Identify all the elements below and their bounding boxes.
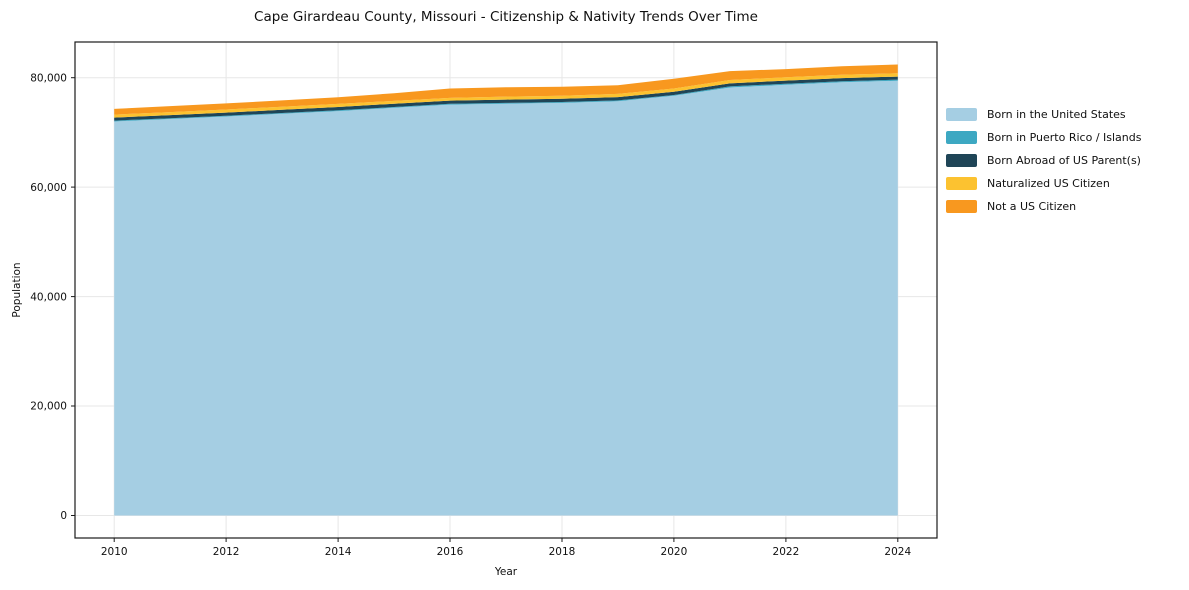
y-tick-label: 60,000 [30,182,67,194]
legend-item-naturalized: Naturalized US Citizen [946,176,1141,190]
legend-label: Born Abroad of US Parent(s) [987,153,1141,167]
legend-item-born-in-us: Born in the United States [946,107,1141,121]
legend-item-born-puerto-rico-islands: Born in Puerto Rico / Islands [946,130,1141,144]
x-tick-label: 2016 [437,546,464,558]
y-tick-label: 80,000 [30,72,67,84]
legend-label: Naturalized US Citizen [987,176,1110,190]
chart-title: Cape Girardeau County, Missouri - Citize… [254,9,758,25]
legend-swatch-naturalized [946,176,977,190]
legend-label: Born in Puerto Rico / Islands [987,130,1142,144]
legend-swatch-born-abroad [946,153,977,167]
y-tick-label: 20,000 [30,401,67,413]
x-tick-label: 2012 [213,546,240,558]
area-series-4 [114,64,898,115]
area-series-1 [114,79,898,122]
x-tick-label: 2010 [101,546,128,558]
legend: Born in the United States Born in Puerto… [946,107,1141,213]
y-tick-label: 40,000 [30,291,67,303]
x-tick-label: 2014 [325,546,352,558]
x-axis-title: Year [494,566,518,578]
x-tick-label: 2018 [549,546,576,558]
legend-item-born-abroad: Born Abroad of US Parent(s) [946,153,1141,167]
area-series-0 [114,80,898,516]
legend-item-not-citizen: Not a US Citizen [946,199,1141,213]
legend-swatch-not-citizen [946,199,977,213]
y-tick-label: 0 [60,510,67,522]
legend-swatch-born-puerto-rico-islands [946,130,977,144]
area-series-3 [114,73,898,118]
plot-border [74,41,938,539]
x-tick-label: 2020 [661,546,688,558]
area-series-2 [114,76,898,121]
y-axis-title: Population [11,262,23,318]
x-tick-label: 2024 [884,546,911,558]
legend-label: Not a US Citizen [987,199,1077,213]
legend-swatch-born-in-us [946,107,977,121]
x-tick-label: 2022 [773,546,800,558]
legend-label: Born in the United States [987,107,1126,121]
